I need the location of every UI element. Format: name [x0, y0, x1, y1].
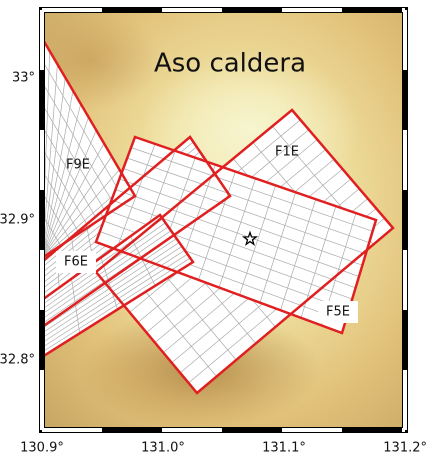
map-title: Aso caldera: [154, 49, 306, 79]
x-tick-label: 130.9°: [20, 441, 64, 456]
x-tick-label: 131.2°: [383, 441, 427, 456]
y-tick-label: 33°: [12, 71, 35, 86]
y-tick-label: 32.8°: [0, 353, 35, 368]
y-tick-label: 32.9°: [0, 213, 35, 228]
x-tick-label: 131.0°: [141, 441, 185, 456]
x-tick-label: 131.1°: [262, 441, 306, 456]
fault-label: F9E: [66, 158, 90, 173]
fault-label: F1E: [275, 145, 299, 160]
fault-label: F5E: [326, 305, 350, 320]
fault-label: F6E: [64, 255, 88, 270]
map: Aso caldera F9E F1E F6E F5E 33° 32.9° 32.8° 130…: [0, 0, 430, 460]
